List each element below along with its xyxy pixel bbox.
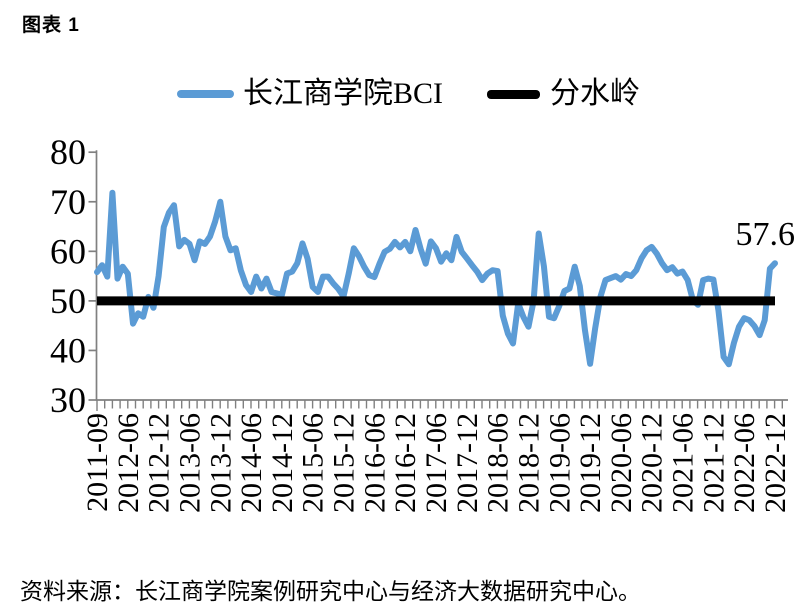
x-axis-label: 2019-06: [543, 413, 576, 513]
chart-series: [94, 189, 778, 368]
legend-line-sample-watershed: [487, 89, 541, 99]
legend-label-watershed: 分水岭: [550, 77, 641, 110]
bci-series-line: [94, 189, 778, 368]
x-axis-labels: 2011-092012-062012-122013-062013-122014-…: [81, 413, 792, 513]
x-axis-label: 2012-12: [143, 413, 176, 513]
y-axis-label: 40: [50, 330, 86, 370]
x-axis-label: 2014-06: [235, 413, 268, 513]
y-axis-label: 60: [50, 231, 86, 271]
legend-line-sample-bci: [177, 90, 234, 98]
x-axis-label: 2021-12: [697, 413, 730, 513]
y-axis-ticks: [88, 151, 97, 401]
x-axis-label: 2014-12: [266, 413, 299, 513]
figure-title: 图表 1: [22, 15, 80, 36]
x-axis-label: 2020-06: [605, 413, 638, 513]
legend-label-bci: 长江商学院BCI: [243, 77, 444, 110]
x-axis-label: 2013-12: [204, 413, 237, 513]
x-axis-label: 2015-12: [328, 413, 361, 513]
last-value-annotation: 57.6: [735, 216, 796, 253]
x-axis-label: 2016-12: [389, 413, 422, 513]
x-axis-label: 2018-06: [482, 413, 515, 513]
source-note: 资料来源：长江商学院案例研究中心与经济大数据研究中心。: [20, 579, 641, 604]
x-axis-label: 2017-06: [420, 413, 453, 513]
chart-legend: 长江商学院BCI 分水岭: [177, 76, 640, 112]
y-axis-label: 80: [50, 132, 86, 172]
y-axis-label: 30: [50, 380, 86, 420]
x-axis-label: 2021-06: [667, 413, 700, 513]
x-axis-ticks: [96, 400, 783, 411]
y-axis-labels: 30 40 50 60 70 80: [50, 132, 86, 420]
x-axis-label: 2017-12: [451, 413, 484, 513]
x-axis-label: 2012-06: [112, 413, 145, 513]
x-axis-label: 2013-06: [173, 413, 206, 513]
y-axis-label: 50: [50, 281, 86, 321]
x-axis-label: 2022-06: [728, 413, 761, 513]
chart-axes: [95, 150, 788, 401]
x-axis-label: 2018-12: [512, 413, 545, 513]
x-axis-label: 2015-06: [297, 413, 330, 513]
x-axis-label: 2019-12: [574, 413, 607, 513]
x-axis-label: 2020-12: [636, 413, 669, 513]
x-axis-label: 2022-12: [759, 413, 792, 513]
x-axis-label: 2016-06: [358, 413, 391, 513]
y-axis-label: 70: [50, 182, 86, 222]
x-axis-label: 2011-09: [81, 413, 114, 512]
